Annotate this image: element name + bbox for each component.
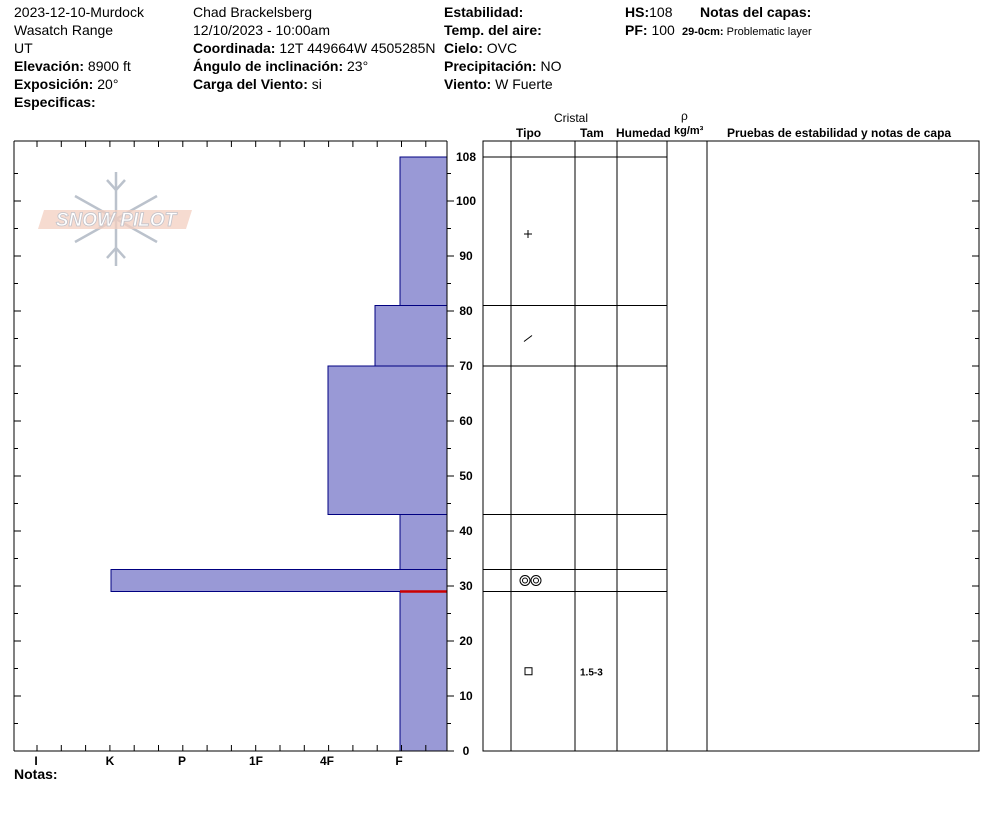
- coordinate-value: 12T 449664W 4505285N: [279, 40, 436, 56]
- hs-field: HS:108: [625, 4, 672, 20]
- hardness-layer-bar: [327, 365, 448, 515]
- hardness-tick-label: 4F: [320, 754, 334, 768]
- hardness-tick-label: I: [34, 754, 37, 768]
- size-header: Tam: [580, 126, 604, 140]
- coordinate-label: Coordinada:: [193, 40, 276, 56]
- y-tick-label: 80: [459, 304, 473, 318]
- slope-value: 23°: [347, 58, 369, 74]
- y-tick-label: 90: [459, 249, 473, 263]
- y-tick-label: 40: [459, 524, 473, 538]
- elevation-field: Elevación: 8900 ft: [14, 58, 131, 74]
- slope-label: Ángulo de inclinación:: [193, 58, 344, 74]
- pf-field: PF: 100: [625, 22, 675, 38]
- hardness-layer-bar: [374, 305, 448, 367]
- exposure-label: Exposición:: [14, 76, 94, 92]
- snowpilot-logo: SNOW PILOT: [38, 172, 192, 266]
- exposure-value: 20°: [97, 76, 119, 92]
- hardness-layer-bar: [399, 514, 448, 570]
- hardness-tick-label: 1F: [249, 754, 263, 768]
- crystal-size-label: 1.5-3: [580, 667, 603, 678]
- y-tick-label: 50: [459, 469, 473, 483]
- wind-field: Viento: W Fuerte: [444, 76, 553, 92]
- wind-load-field: Carga del Viento: si: [193, 76, 322, 92]
- crystal-header: Cristal: [554, 111, 589, 125]
- hardness-layer-bar: [399, 591, 448, 752]
- precipitation-value: NO: [540, 58, 562, 74]
- coordinate-field: Coordinada: 12T 449664W 4505285N: [193, 40, 443, 56]
- density-unit-header: kg/m³: [674, 125, 704, 137]
- pf-label: PF:: [625, 22, 648, 38]
- decomposing-fragments-icon: [523, 335, 533, 342]
- slope-field: Ángulo de inclinación: 23°: [193, 58, 368, 74]
- hs-value: 108: [649, 4, 673, 20]
- hardness-layer-bar: [399, 156, 448, 306]
- layer-notes-label: Notas del capas:: [700, 4, 812, 20]
- faceted-crystals-icon: [524, 667, 533, 676]
- tests-header: Pruebas de estabilidad y notas de capa: [727, 126, 952, 140]
- sky-label: Cielo:: [444, 40, 483, 56]
- y-tick-label: 100: [456, 194, 476, 208]
- y-tick-label: 10: [459, 689, 473, 703]
- precipitation-particles-icon: [524, 230, 532, 238]
- hardness-tick-label: P: [178, 754, 186, 768]
- precipitation-label: Precipitación:: [444, 58, 537, 74]
- pf-value: 100: [651, 22, 675, 38]
- rho-header: ρ: [681, 109, 688, 123]
- crystal-mark: [533, 577, 539, 584]
- range-name: Wasatch Range: [14, 22, 114, 38]
- y-tick-label: 0: [463, 744, 470, 758]
- hs-label: HS:: [625, 4, 650, 20]
- y-tick-label: 30: [459, 579, 473, 593]
- exposure-field: Exposición: 20°: [14, 76, 118, 92]
- humidity-header: Humedad: [616, 126, 671, 140]
- observation-datetime: 12/10/2023 - 10:00am: [193, 22, 330, 38]
- melt-forms-icon: [519, 575, 542, 586]
- y-tick-label: 60: [459, 414, 473, 428]
- hardness-layer-bar: [110, 569, 448, 592]
- layer-note: 29-0cm: Problematic layer: [682, 24, 812, 40]
- wind-load-label: Carga del Viento:: [193, 76, 308, 92]
- y-tick-label: 20: [459, 634, 473, 648]
- wind-value: W Fuerte: [495, 76, 553, 92]
- precipitation-field: Precipitación: NO: [444, 58, 561, 74]
- y-tick-label: 108: [456, 150, 476, 164]
- air-temp-label: Temp. del aire:: [444, 22, 542, 38]
- wind-load-value: si: [311, 76, 322, 92]
- site-name: 2023-12-10-Murdock: [14, 4, 144, 20]
- layer-note-depth: 29-0cm:: [682, 26, 724, 38]
- stability-label: Estabilidad:: [444, 4, 524, 20]
- state-name: UT: [14, 40, 33, 56]
- sky-value: OVC: [486, 40, 518, 56]
- notes-label: Notas:: [14, 766, 58, 782]
- observer-name: Chad Brackelsberg: [193, 4, 313, 20]
- hardness-tick-label: K: [106, 754, 115, 768]
- crystal-mark: [522, 577, 528, 584]
- specifics-label: Especificas:: [14, 94, 96, 110]
- sky-field: Cielo: OVC: [444, 40, 517, 56]
- crystal-table-frame: [482, 140, 980, 752]
- elevation-label: Elevación:: [14, 58, 85, 74]
- crystal-mark: [519, 575, 531, 586]
- crystal-mark: [530, 575, 542, 586]
- layer-note-text: Problematic layer: [726, 26, 812, 38]
- elevation-value: 8900 ft: [87, 58, 131, 74]
- wind-label: Viento:: [444, 76, 492, 92]
- type-header: Tipo: [516, 126, 542, 140]
- hardness-tick-label: F: [395, 754, 402, 768]
- y-tick-label: 70: [459, 359, 473, 373]
- logo-text: SNOW PILOT: [56, 210, 178, 231]
